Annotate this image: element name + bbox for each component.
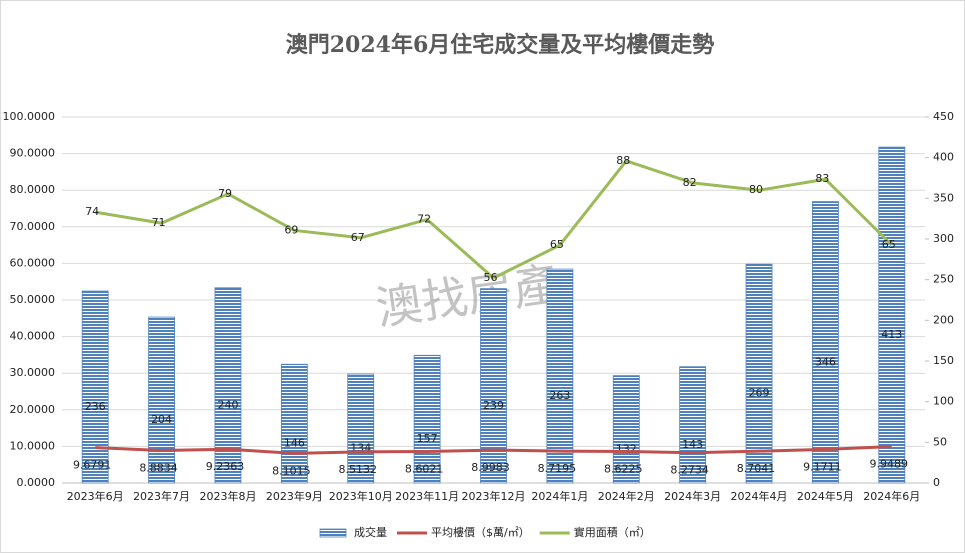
bar [413, 354, 441, 484]
x-tick-label: 2023年10月 [329, 489, 393, 503]
bar-label: 157 [417, 432, 438, 445]
legend-label: 成交量 [354, 525, 387, 539]
x-tick-label: 2024年6月 [863, 489, 920, 503]
x-tick-label: 2023年8月 [199, 489, 256, 503]
line-label: 65 [550, 238, 564, 251]
y2-tick-label: 450 [933, 110, 954, 123]
bar-label: 269 [749, 387, 770, 400]
y2-tick-label: 250 [933, 273, 954, 286]
bar-label: 413 [881, 328, 902, 341]
line-label: 8.6225 [604, 462, 643, 475]
y-tick-label: 10.0000 [10, 439, 56, 452]
line-label: 83 [815, 172, 829, 185]
x-tick-label: 2023年11月 [395, 489, 459, 503]
bar [612, 375, 640, 484]
bar [280, 363, 308, 484]
y-tick-label: 60.0000 [10, 256, 56, 269]
line-label: 9.6791 [73, 459, 112, 472]
bar [148, 316, 175, 484]
y-tick-label: 0.0000 [17, 476, 56, 489]
x-tick-label: 2023年9月 [266, 489, 323, 503]
bar-label: 132 [616, 442, 637, 455]
x-tick-label: 2024年2月 [598, 489, 655, 503]
x-tick-label: 2024年4月 [731, 489, 788, 503]
x-tick-label: 2023年7月 [133, 489, 190, 503]
line-label: 65 [882, 238, 896, 251]
y2-tick-label: 350 [933, 191, 954, 204]
y-tick-label: 70.0000 [10, 220, 56, 233]
line-label: 71 [152, 216, 166, 229]
y2-tick-label: 300 [933, 232, 954, 245]
x-tick-label: 2023年6月 [67, 489, 124, 503]
x-tick-label: 2024年5月 [797, 489, 854, 503]
line-label: 8.7195 [538, 462, 577, 475]
bar-label: 146 [284, 437, 305, 450]
line-label: 9.1711 [803, 460, 842, 473]
bar-label: 143 [682, 438, 703, 451]
y-tick-label: 30.0000 [10, 366, 56, 379]
y2-tick-label: 200 [933, 313, 954, 326]
line-label: 69 [284, 223, 298, 236]
line-label: 74 [85, 205, 99, 218]
line-label: 8.9983 [471, 461, 510, 474]
y-tick-label: 90.0000 [10, 147, 56, 160]
bar [878, 146, 906, 484]
line-label: 8.6021 [405, 463, 444, 476]
bar [812, 201, 839, 484]
bar [347, 373, 375, 484]
y-tick-label: 50.0000 [10, 293, 56, 306]
line-label: 80 [749, 183, 763, 196]
y2-tick-label: 400 [933, 151, 954, 164]
chart-title: 澳門2024年6月住宅成交量及平均樓價走勢 [286, 32, 715, 58]
y-tick-label: 100.0000 [3, 110, 56, 123]
line-label: 8.2734 [670, 464, 709, 477]
line [95, 445, 892, 455]
line-label: 8.7041 [737, 462, 776, 475]
bar-label: 240 [217, 398, 238, 411]
bar [480, 288, 507, 484]
bar [214, 287, 242, 484]
y2-tick-label: 0 [933, 476, 940, 489]
line-label: 72 [417, 212, 431, 225]
bar-label: 204 [151, 413, 172, 426]
legend-label: 實用面積（㎡） [574, 525, 651, 539]
y-tick-label: 40.0000 [10, 330, 56, 343]
line [94, 159, 893, 280]
line-label: 8.8834 [139, 461, 178, 474]
x-tick-label: 2024年1月 [531, 489, 588, 503]
line-label: 82 [683, 176, 697, 189]
line-label: 9.9489 [870, 458, 909, 471]
y2-tick-label: 50 [933, 435, 947, 448]
bar [81, 290, 109, 484]
legend-swatch [319, 528, 347, 538]
legend-label: 平均樓價（$萬/㎡） [431, 525, 530, 539]
bar-label: 239 [483, 399, 504, 412]
bar [745, 263, 773, 484]
bar-label: 346 [815, 355, 836, 368]
x-tick-label: 2024年3月 [664, 489, 721, 503]
bar-label: 263 [549, 389, 570, 402]
line-label: 8.5132 [338, 463, 377, 476]
x-tick-label: 2023年12月 [462, 489, 526, 503]
bar-label: 236 [85, 400, 106, 413]
line-label: 8.1015 [272, 464, 311, 477]
line-label: 9.2363 [206, 460, 245, 473]
line-label: 67 [351, 231, 365, 244]
y-tick-label: 20.0000 [10, 403, 56, 416]
y-tick-label: 80.0000 [10, 183, 56, 196]
line-label: 56 [484, 271, 498, 284]
y2-tick-label: 100 [933, 395, 954, 408]
bar [679, 366, 707, 484]
line-label: 88 [616, 154, 630, 167]
bar [546, 268, 574, 484]
line-label: 79 [218, 187, 232, 200]
y2-tick-label: 150 [933, 354, 954, 367]
